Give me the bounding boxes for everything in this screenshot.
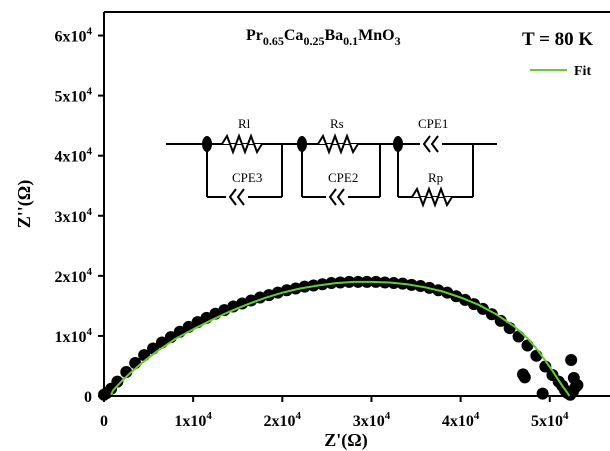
data-point [521,339,534,352]
label-cpe1: CPE1 [418,116,448,131]
x-axis-label: Z'(Ω) [324,430,367,451]
axis-ticks [98,34,551,402]
legend-fit-label: Fit [574,64,591,79]
y-tick-label: 5x104 [55,86,93,106]
data-point [298,280,311,293]
label-rs: Rs [330,116,344,131]
circuit-cpes [226,135,442,206]
y-tick-labels: 0 1x104 2x104 3x104 4x104 5x104 6x104 [55,26,93,406]
cpe2 [326,188,348,206]
cpe3 [226,188,248,206]
data-point [565,353,578,366]
label-rl: Rl [238,116,251,131]
y-tick-label: 4x104 [55,146,93,166]
y-tick-label: 1x104 [55,326,93,346]
y-tick-label: 2x104 [55,266,93,286]
data-point [512,330,525,343]
y-tick-label: 0 [84,389,92,406]
compound-formula: Pr0.65Ca0.25Ba0.1MnO3 [246,27,401,48]
x-tick-label: 5x104 [531,410,569,430]
x-tick-label: 2x104 [264,410,302,430]
label-cpe3: CPE3 [232,170,262,185]
data-point [111,375,124,388]
data-point [289,282,302,295]
cpe1 [420,135,442,153]
data-point [571,379,584,392]
x-tick-label: 1x104 [174,410,212,430]
data-point [518,371,531,384]
data-point [536,387,549,400]
data-point [494,314,507,327]
x-tick-label: 4x104 [442,410,480,430]
temperature-label: T = 80 K [522,29,593,50]
y-tick-label: 3x104 [55,206,93,226]
resistor-rs [317,133,359,155]
circuit-nodes [202,136,403,152]
x-tick-label: 0 [100,413,108,430]
x-tick-label: 3x104 [353,410,391,430]
resistor-rp [411,186,453,208]
label-rp: Rp [428,170,443,185]
y-axis-label: Z''(Ω) [14,180,35,228]
resistor-rl [221,133,263,155]
label-cpe2: CPE2 [328,170,358,185]
circuit-resistors [221,133,453,208]
y-tick-label: 6x104 [55,26,93,46]
circuit-labels: Rl Rs CPE1 CPE3 CPE2 Rp [232,116,448,185]
fit-line [110,280,571,397]
